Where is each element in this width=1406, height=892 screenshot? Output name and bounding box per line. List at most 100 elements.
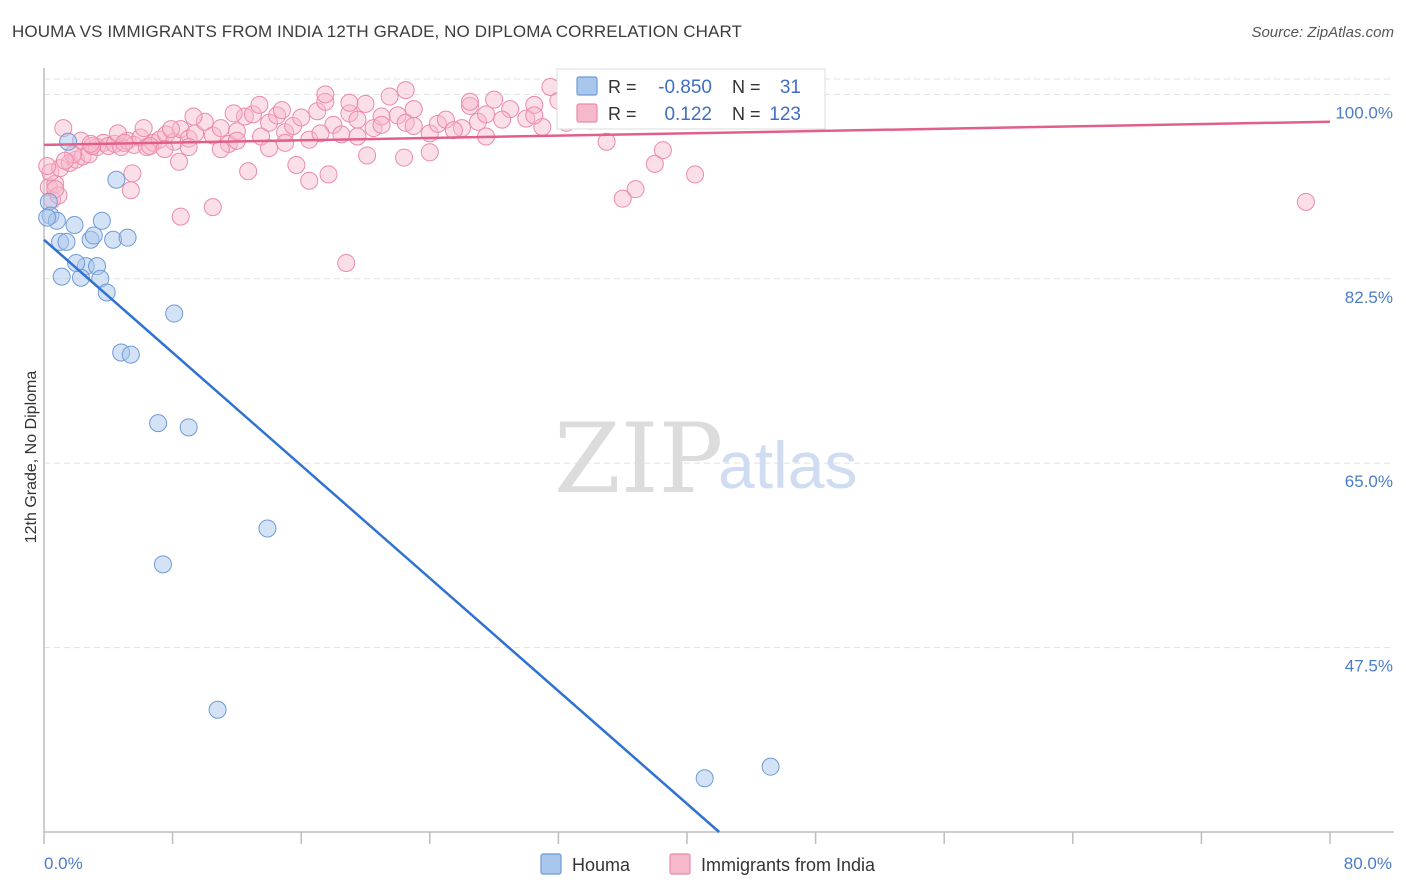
india-point <box>485 90 504 109</box>
india-swatch <box>576 103 598 123</box>
india-point <box>170 152 189 171</box>
houma-point <box>65 216 84 235</box>
india-point <box>268 106 287 125</box>
india-point <box>316 92 335 111</box>
india-point <box>348 127 367 146</box>
india-point <box>525 106 544 125</box>
india-point <box>224 104 243 123</box>
houma-point <box>179 418 198 437</box>
india-point <box>211 140 230 159</box>
india-point <box>316 85 335 104</box>
houma-point <box>761 757 780 776</box>
houma-swatch <box>576 76 598 96</box>
houma-point <box>38 208 57 227</box>
india-point <box>356 94 375 113</box>
india-point <box>300 171 319 190</box>
trend-lines <box>43 120 1331 833</box>
india-point <box>38 157 57 176</box>
houma-point <box>153 555 172 574</box>
india-point <box>1296 192 1315 211</box>
houma-point <box>149 414 168 433</box>
houma-point <box>107 170 126 189</box>
x-tick-label-max: 80.0% <box>1344 854 1392 873</box>
houma-point <box>208 700 227 719</box>
india-point <box>250 95 269 114</box>
watermark-atlas: atlas <box>718 428 857 502</box>
india-point <box>541 77 560 96</box>
houma-point <box>84 226 103 245</box>
india-point <box>121 181 140 200</box>
x-ticks <box>43 832 1331 844</box>
india-point <box>653 141 672 160</box>
india-point <box>395 148 414 167</box>
india-r-value: 0.122 <box>664 104 712 125</box>
india-point <box>184 107 203 126</box>
india-point <box>396 81 415 100</box>
houma-point <box>165 304 184 323</box>
india-point <box>292 108 311 127</box>
india-point <box>227 122 246 141</box>
y-axis-title: 12th Grade, No Diploma <box>23 371 40 544</box>
india-point <box>493 110 512 129</box>
india-point <box>460 96 479 115</box>
india-point <box>626 180 645 199</box>
india-point <box>108 124 127 143</box>
india-point <box>348 110 367 129</box>
houma-r-label: R = <box>608 77 637 97</box>
india-trend-line <box>43 120 1331 147</box>
y-tick-label: 47.5% <box>1345 657 1393 676</box>
india-point <box>358 146 377 165</box>
houma-trend-line <box>43 238 720 833</box>
legend-houma-label: Houma <box>572 855 631 875</box>
y-tick-label: 100.0% <box>1335 103 1393 122</box>
houma-point <box>59 132 78 151</box>
india-point <box>272 101 291 120</box>
series-legend: Houma Immigrants from India <box>540 853 876 875</box>
india-point <box>380 87 399 106</box>
india-point <box>525 95 544 114</box>
stats-legend: R = -0.850 N = 31 R = 0.122 N = 123 <box>556 68 826 130</box>
india-point <box>195 112 214 131</box>
india-point <box>155 140 174 159</box>
india-point <box>211 119 230 138</box>
watermark-zip: ZIP <box>554 403 723 515</box>
source-label: Source: ZipAtlas.com <box>1251 24 1394 41</box>
india-series <box>38 77 1315 272</box>
houma-point <box>695 769 714 788</box>
india-n-label: N = <box>732 104 761 124</box>
india-point <box>243 105 262 124</box>
india-point <box>203 198 222 217</box>
india-point <box>420 143 439 162</box>
stats-legend-box <box>556 68 826 130</box>
y-tick-label: 82.5% <box>1345 288 1393 307</box>
india-point <box>645 154 664 173</box>
india-point <box>477 105 496 124</box>
houma-n-label: N = <box>732 77 761 97</box>
india-point <box>460 92 479 111</box>
india-r-label: R = <box>608 104 637 124</box>
houma-point <box>121 345 140 364</box>
legend-india-label: Immigrants from India <box>701 855 876 875</box>
india-point <box>276 133 295 152</box>
houma-n-value: 31 <box>780 77 801 98</box>
india-point <box>444 121 463 140</box>
india-point <box>613 189 632 208</box>
india-point <box>319 165 338 184</box>
india-point <box>404 100 423 119</box>
y-tick-labels: 100.0% 82.5% 65.0% 47.5% <box>1335 103 1393 675</box>
india-point <box>123 164 142 183</box>
india-n-value: 123 <box>769 104 801 125</box>
houma-point <box>67 253 86 272</box>
houma-series <box>38 132 780 788</box>
india-point <box>287 155 306 174</box>
x-tick-label-min: 0.0% <box>44 854 83 873</box>
india-point <box>260 139 279 158</box>
india-point <box>239 162 258 181</box>
india-point <box>597 132 616 151</box>
legend-india-swatch <box>669 853 691 875</box>
india-point <box>340 93 359 112</box>
chart-title: HOUMA VS IMMIGRANTS FROM INDIA 12TH GRAD… <box>12 22 743 41</box>
india-point <box>686 165 705 184</box>
houma-r-value: -0.850 <box>658 77 712 98</box>
